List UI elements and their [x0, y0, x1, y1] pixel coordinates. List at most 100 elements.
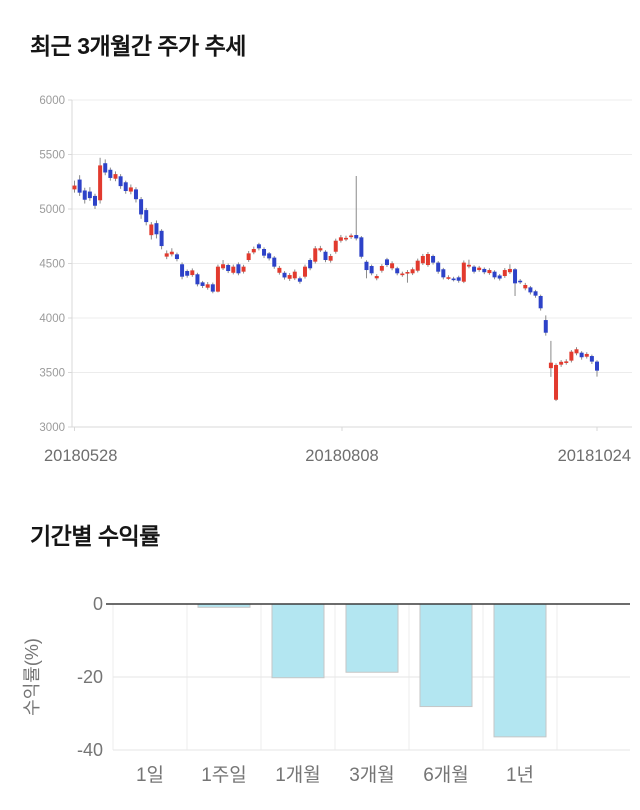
candle-body	[400, 273, 405, 276]
candle-body	[180, 264, 185, 277]
candle-body	[554, 364, 559, 400]
x-category-label: 1년	[506, 764, 534, 786]
candle-body	[333, 240, 338, 252]
candles-group	[72, 157, 599, 402]
return-bar	[271, 603, 325, 679]
candle-body	[487, 270, 492, 274]
candle-body	[538, 295, 543, 309]
candle-body	[595, 361, 599, 371]
candle-body	[364, 261, 369, 271]
candle-body	[359, 237, 364, 257]
y-tick-label: 4000	[39, 313, 65, 325]
candle-body	[472, 266, 477, 272]
candle-body	[159, 230, 164, 247]
candle-body	[451, 278, 456, 281]
candle-body	[492, 271, 497, 278]
candle-body	[384, 259, 389, 266]
candle-body	[87, 191, 92, 199]
candle-body	[262, 249, 267, 256]
candle-body	[446, 277, 451, 279]
candle-body	[523, 284, 528, 289]
x-tick-label: 20180528	[44, 447, 117, 465]
candle-body	[221, 264, 226, 269]
candle-body	[584, 353, 589, 357]
candle-body	[502, 270, 507, 277]
y-tick-label: 0	[93, 594, 103, 614]
x-category-label: 6개월	[423, 764, 469, 786]
y-tick-label: 4500	[39, 259, 65, 271]
candle-body	[379, 266, 384, 271]
candle-body	[461, 262, 466, 282]
candle-body	[318, 248, 323, 251]
candle-body	[277, 267, 282, 273]
candle-body	[185, 271, 190, 276]
y-tick-label: 3500	[39, 368, 65, 380]
candle-body	[528, 287, 533, 293]
return-bar	[345, 603, 399, 673]
candle-body	[77, 179, 82, 193]
candle-body	[205, 284, 210, 288]
candle-body	[477, 267, 482, 271]
candle-body	[154, 223, 159, 235]
candle-body	[405, 272, 410, 274]
candle-body	[169, 251, 174, 255]
price-chart-title: 최근 3개월간 주가 추세	[30, 33, 246, 59]
candle-body	[323, 251, 328, 261]
candle-body	[123, 182, 128, 192]
candle-body	[338, 237, 343, 241]
candle-body	[466, 264, 471, 267]
candle-body	[267, 253, 272, 259]
x-category-label: 1일	[136, 764, 164, 786]
candle-body	[533, 291, 538, 296]
candle-body	[236, 264, 241, 274]
candle-body	[436, 262, 441, 272]
candle-body	[256, 244, 261, 249]
candle-body	[149, 224, 154, 236]
candle-body	[513, 269, 518, 284]
candle-body	[507, 268, 512, 273]
candle-body	[303, 266, 308, 277]
x-tick-label: 20181024	[558, 447, 631, 465]
candle-body	[589, 356, 594, 362]
candle-body	[144, 210, 149, 223]
candle-body	[226, 265, 231, 272]
candle-body	[548, 362, 553, 369]
candle-body	[246, 253, 251, 261]
y-tick-label: 5000	[39, 204, 65, 216]
candle-body	[98, 165, 103, 201]
bars-group	[197, 603, 547, 738]
candle-body	[231, 266, 236, 273]
candle-body	[292, 271, 297, 279]
candle-body	[118, 176, 123, 187]
x-category-label: 1개월	[275, 764, 321, 786]
candle-body	[328, 255, 333, 261]
candle-body	[559, 361, 564, 365]
returns-bar-chart: 0 -20 -40 1일 1주일 1개월 3개월 6개월 1년 수익률(%)	[22, 594, 630, 786]
return-bar	[493, 603, 547, 738]
x-tick-label: 20180808	[305, 447, 378, 465]
candle-body	[425, 254, 430, 266]
x-category-label: 1주일	[201, 764, 247, 786]
returns-chart-title: 기간별 수익률	[30, 523, 160, 549]
candle-body	[190, 270, 195, 276]
candle-body	[200, 282, 205, 286]
candle-body	[82, 190, 87, 200]
candle-body	[343, 237, 348, 240]
y-tick-label: -20	[77, 667, 103, 687]
candle-body	[272, 257, 277, 267]
candle-body	[313, 248, 318, 262]
candle-body	[579, 352, 584, 358]
candle-body	[195, 274, 200, 285]
candle-body	[287, 275, 292, 279]
candle-body	[133, 189, 138, 200]
candle-body	[251, 249, 256, 253]
candle-body	[128, 187, 133, 192]
candle-body	[390, 263, 395, 269]
x-category-label: 3개월	[349, 764, 395, 786]
candle-body	[543, 320, 548, 333]
candle-body	[108, 169, 113, 178]
candle-body	[297, 278, 302, 282]
candle-body	[113, 174, 118, 179]
candle-body	[497, 275, 502, 279]
return-bar	[419, 603, 473, 708]
